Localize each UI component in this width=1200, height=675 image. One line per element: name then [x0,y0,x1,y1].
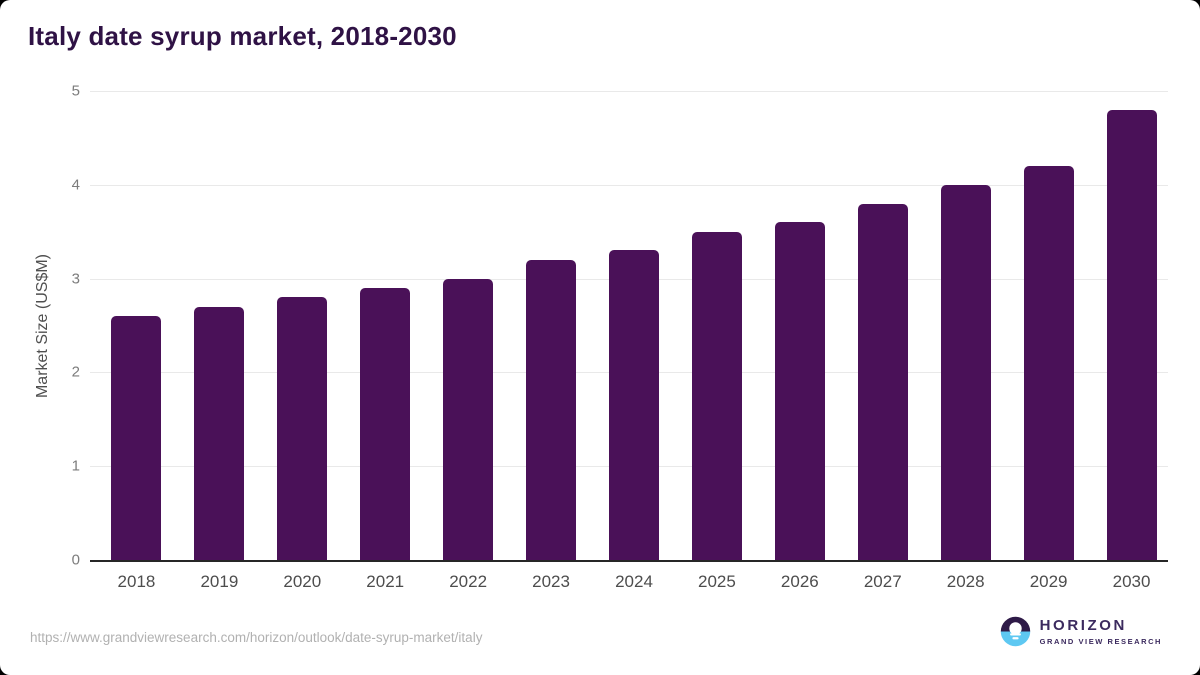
y-tick-label-4: 4 [71,176,80,194]
bar-2027 [857,203,908,560]
logo-text: HORIZON GRAND VIEW RESEARCH [1040,617,1162,645]
x-tick-label-2021: 2021 [366,572,405,591]
bar-2022 [443,278,494,560]
source-url: https://www.grandviewresearch.com/horizo… [30,630,483,645]
bar-2021 [360,287,411,560]
horizon-sun-over-water-icon [1000,616,1031,647]
plot-area: 0 1 2 3 4 5 2018 2019 2020 2021 2022 2023 2024 2025 20… [72,83,1168,591]
x-tick-label-2019: 2019 [200,572,239,591]
x-tick-label-2027: 2027 [863,572,902,591]
x-tick-label-2022: 2022 [449,572,488,591]
bar-2028 [940,184,991,560]
y-tick-label-2: 2 [71,363,80,381]
bar-2023 [526,259,577,560]
y-tick-label-0: 0 [71,551,80,569]
x-tick-label-2020: 2020 [283,572,322,591]
x-tick-label-2025: 2025 [698,572,736,591]
y-tick-label-5: 5 [71,82,80,100]
bar-2020 [277,297,328,560]
gridline-5 [90,91,1168,92]
bar-2018 [111,316,162,560]
x-tick-label-2026: 2026 [780,572,819,591]
y-tick-label-1: 1 [71,457,80,475]
logo-brand: HORIZON [1039,617,1127,635]
x-tick-label-2029: 2029 [1029,572,1068,591]
bar-2029 [1023,166,1074,560]
y-tick-label-3: 3 [71,270,80,288]
bar-2025 [691,231,742,560]
bar-2030 [1106,109,1157,560]
horizon-logo: HORIZON GRAND VIEW RESEARCH [1000,616,1162,647]
logo-sub-brand: GRAND VIEW RESEARCH [1039,636,1162,646]
x-tick-label-2023: 2023 [532,572,570,591]
chart-title: Italy date syrup market, 2018-2030 [28,21,457,51]
x-tick-label-2028: 2028 [946,572,985,591]
bar-2026 [774,222,825,560]
bar-2019 [194,306,245,560]
bar-2024 [609,250,659,560]
x-tick-label-2018: 2018 [117,572,156,591]
gridline-4 [90,184,1168,186]
x-tick-label-2024: 2024 [615,572,653,591]
x-tick-label-2030: 2030 [1112,572,1151,591]
